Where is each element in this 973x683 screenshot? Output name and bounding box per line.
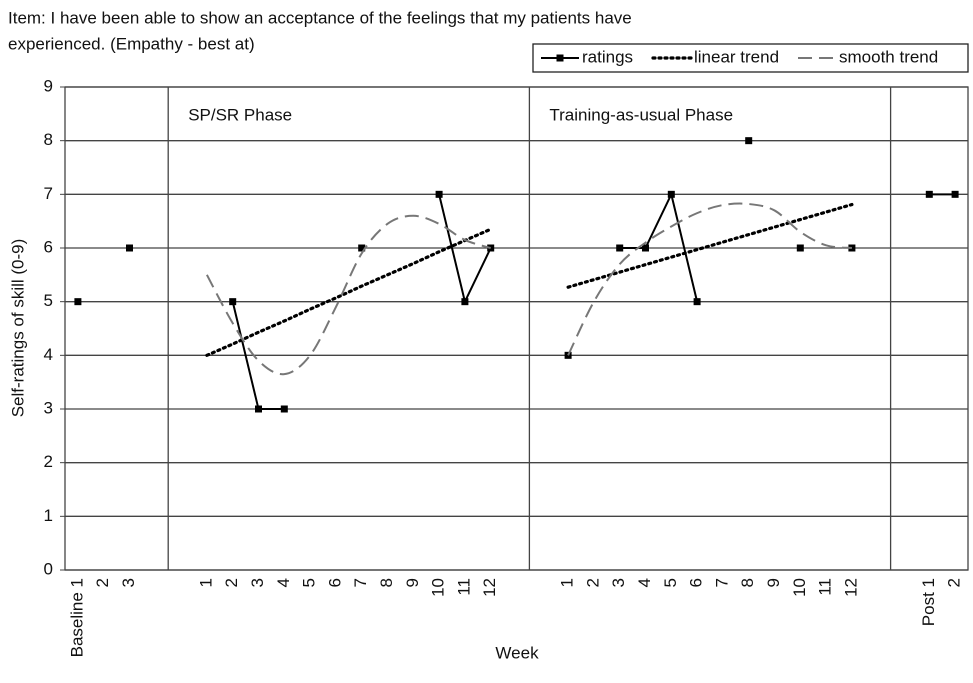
series-line: [619, 191, 699, 302]
marker: [796, 244, 804, 252]
y-tick-label: 3: [44, 398, 53, 417]
marker: [126, 244, 133, 252]
x-tick-label: 3: [119, 578, 138, 587]
y-tick-label: 2: [44, 452, 53, 471]
legend-label: linear trend: [694, 47, 779, 66]
chart-title: experienced. (Empathy - best at): [8, 34, 255, 53]
x-tick-label: 1: [196, 578, 215, 587]
x-tick-label: 2: [93, 578, 112, 587]
x-tick-label: 2: [583, 578, 602, 587]
marker: [229, 298, 237, 306]
marker: [951, 190, 959, 198]
x-tick-label: 3: [609, 578, 628, 587]
x-tick-label: 12: [841, 578, 860, 597]
y-tick-label: 9: [44, 76, 53, 95]
marker: [693, 298, 701, 306]
x-tick-label: 8: [377, 578, 396, 587]
marker: [667, 190, 675, 198]
marker: [616, 244, 624, 252]
legend-marker: [556, 54, 564, 62]
marker: [461, 298, 469, 306]
marker: [358, 244, 366, 252]
x-tick-label: 11: [816, 578, 835, 596]
y-tick-label: 7: [44, 184, 53, 203]
y-tick-label: 0: [44, 559, 53, 578]
x-tick-label: 4: [274, 578, 293, 587]
x-tick-label: 12: [480, 578, 499, 597]
y-tick-label: 1: [44, 506, 53, 525]
marker: [925, 190, 933, 198]
x-tick-label: 7: [712, 578, 731, 587]
phase-label: Training-as-usual Phase: [549, 105, 733, 124]
x-tick-label: 3: [248, 578, 267, 587]
legend-label: smooth trend: [839, 47, 938, 66]
chart-title: Item: I have been able to show an accept…: [8, 8, 632, 27]
y-tick-label: 6: [44, 237, 53, 256]
x-tick-label: Post 1: [919, 578, 938, 626]
legend-label: ratings: [582, 47, 633, 66]
marker: [642, 244, 649, 252]
y-tick-label: 4: [44, 345, 53, 364]
marker: [745, 137, 753, 145]
marker: [435, 190, 443, 198]
x-tick-label: 8: [738, 578, 757, 587]
x-tick-label: 5: [300, 578, 319, 587]
y-axis-label: Self-ratings of skill (0-9): [8, 239, 27, 418]
x-tick-label: 9: [764, 578, 783, 587]
x-tick-label: 2: [222, 578, 241, 587]
plot-border: [64, 86, 969, 571]
y-tick-label: 8: [44, 130, 53, 149]
x-tick-label: 10: [429, 578, 448, 597]
x-tick-label: 10: [790, 578, 809, 597]
x-tick-label: 11: [454, 578, 473, 596]
x-axis-label: Week: [495, 643, 539, 662]
x-tick-label: 4: [635, 578, 654, 587]
legend-box: [532, 43, 969, 73]
x-tick-label: 6: [325, 578, 344, 587]
series-line: [205, 227, 493, 357]
series-line: [206, 214, 491, 376]
x-tick-label: 7: [351, 578, 370, 587]
series-line: [567, 202, 853, 356]
x-tick-label: 6: [687, 578, 706, 587]
series-line: [566, 202, 854, 289]
marker: [74, 298, 82, 306]
x-tick-label: Baseline 1: [67, 578, 86, 657]
x-tick-label: 2: [945, 578, 964, 587]
marker: [280, 405, 288, 413]
x-tick-label: 5: [661, 578, 680, 587]
y-tick-label: 5: [44, 291, 53, 310]
x-tick-label: 1: [558, 578, 577, 587]
phase-label: SP/SR Phase: [188, 105, 292, 124]
marker: [255, 405, 262, 413]
x-tick-label: 9: [403, 578, 422, 587]
